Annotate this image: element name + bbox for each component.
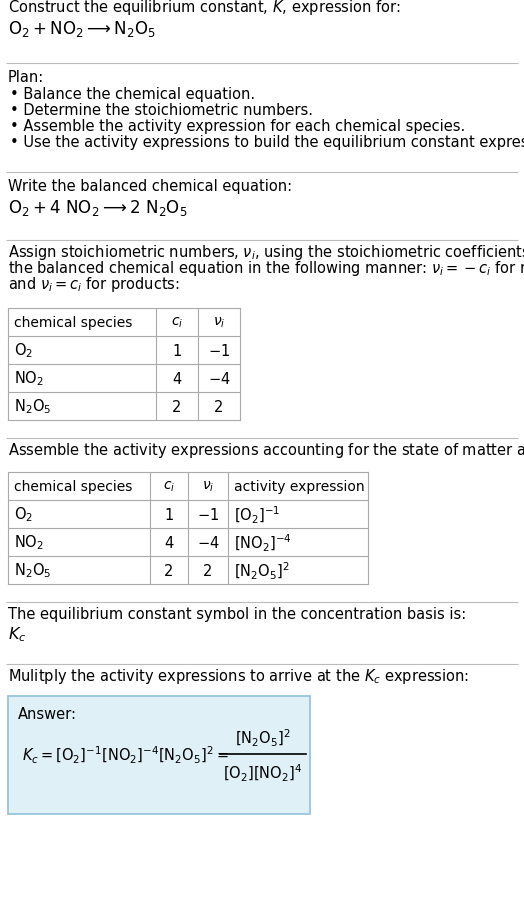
Text: $[\mathrm{NO_2}]^{-4}$: $[\mathrm{NO_2}]^{-4}$ — [234, 532, 292, 553]
Text: Construct the equilibrium constant, $K$, expression for:: Construct the equilibrium constant, $K$,… — [8, 0, 401, 17]
Text: activity expression: activity expression — [234, 480, 365, 493]
Text: $\mathrm{O_2}$: $\mathrm{O_2}$ — [14, 341, 33, 360]
Text: 2: 2 — [172, 399, 182, 414]
Text: the balanced chemical equation in the following manner: $\nu_i = -c_i$ for react: the balanced chemical equation in the fo… — [8, 259, 524, 278]
Text: 2: 2 — [203, 563, 213, 578]
Text: $[\mathrm{N_2O_5}]^{2}$: $[\mathrm{N_2O_5}]^{2}$ — [235, 727, 291, 748]
Text: $K_c$: $K_c$ — [8, 624, 26, 643]
Text: 1: 1 — [172, 343, 182, 358]
Text: • Balance the chemical equation.: • Balance the chemical equation. — [10, 87, 255, 102]
Text: 4: 4 — [172, 371, 182, 386]
Text: $c_i$: $c_i$ — [163, 479, 175, 493]
Text: Answer:: Answer: — [18, 706, 77, 722]
Text: $\mathrm{O_2 + NO_2 \longrightarrow N_2O_5}$: $\mathrm{O_2 + NO_2 \longrightarrow N_2O… — [8, 19, 156, 39]
Text: Write the balanced chemical equation:: Write the balanced chemical equation: — [8, 179, 292, 194]
Text: Assemble the activity expressions accounting for the state of matter and $\nu_i$: Assemble the activity expressions accoun… — [8, 440, 524, 459]
Text: 2: 2 — [214, 399, 224, 414]
Text: Assign stoichiometric numbers, $\nu_i$, using the stoichiometric coefficients, $: Assign stoichiometric numbers, $\nu_i$, … — [8, 243, 524, 262]
Text: Plan:: Plan: — [8, 70, 44, 85]
Text: $\mathrm{N_2O_5}$: $\mathrm{N_2O_5}$ — [14, 397, 51, 416]
Text: $c_i$: $c_i$ — [171, 316, 183, 330]
Text: $\nu_i$: $\nu_i$ — [202, 479, 214, 493]
Text: The equilibrium constant symbol in the concentration basis is:: The equilibrium constant symbol in the c… — [8, 606, 466, 621]
Text: $\mathrm{O_2}$: $\mathrm{O_2}$ — [14, 505, 33, 524]
Text: $\mathrm{N_2O_5}$: $\mathrm{N_2O_5}$ — [14, 561, 51, 580]
Text: $[\mathrm{O_2}]^{-1}$: $[\mathrm{O_2}]^{-1}$ — [234, 504, 280, 525]
Text: chemical species: chemical species — [14, 316, 133, 329]
Text: • Use the activity expressions to build the equilibrium constant expression.: • Use the activity expressions to build … — [10, 135, 524, 150]
FancyBboxPatch shape — [8, 696, 310, 815]
Text: $K_c = [\mathrm{O_2}]^{-1} [\mathrm{NO_2}]^{-4} [\mathrm{N_2O_5}]^{2} = $: $K_c = [\mathrm{O_2}]^{-1} [\mathrm{NO_2… — [22, 743, 229, 765]
Text: • Assemble the activity expression for each chemical species.: • Assemble the activity expression for e… — [10, 119, 465, 133]
Text: Mulitply the activity expressions to arrive at the $K_c$ expression:: Mulitply the activity expressions to arr… — [8, 667, 469, 686]
Text: $\nu_i$: $\nu_i$ — [213, 316, 225, 330]
Text: $\mathrm{NO_2}$: $\mathrm{NO_2}$ — [14, 369, 44, 388]
Text: chemical species: chemical species — [14, 480, 133, 493]
Text: $-4$: $-4$ — [196, 534, 220, 550]
Text: • Determine the stoichiometric numbers.: • Determine the stoichiometric numbers. — [10, 103, 313, 118]
Text: 1: 1 — [165, 507, 173, 522]
Text: 2: 2 — [165, 563, 173, 578]
Text: $-4$: $-4$ — [208, 371, 231, 387]
Text: $-1$: $-1$ — [197, 506, 219, 522]
Text: $\mathrm{O_2 + 4\ NO_2 \longrightarrow 2\ N_2O_5}$: $\mathrm{O_2 + 4\ NO_2 \longrightarrow 2… — [8, 198, 188, 217]
Text: $-1$: $-1$ — [208, 343, 230, 359]
Text: 4: 4 — [165, 535, 173, 550]
Text: and $\nu_i = c_i$ for products:: and $\nu_i = c_i$ for products: — [8, 275, 180, 294]
Text: $[\mathrm{O_2}][\mathrm{NO_2}]^{4}$: $[\mathrm{O_2}][\mathrm{NO_2}]^{4}$ — [223, 761, 302, 783]
Text: $[\mathrm{N_2O_5}]^{2}$: $[\mathrm{N_2O_5}]^{2}$ — [234, 560, 290, 581]
Text: $\mathrm{NO_2}$: $\mathrm{NO_2}$ — [14, 533, 44, 552]
